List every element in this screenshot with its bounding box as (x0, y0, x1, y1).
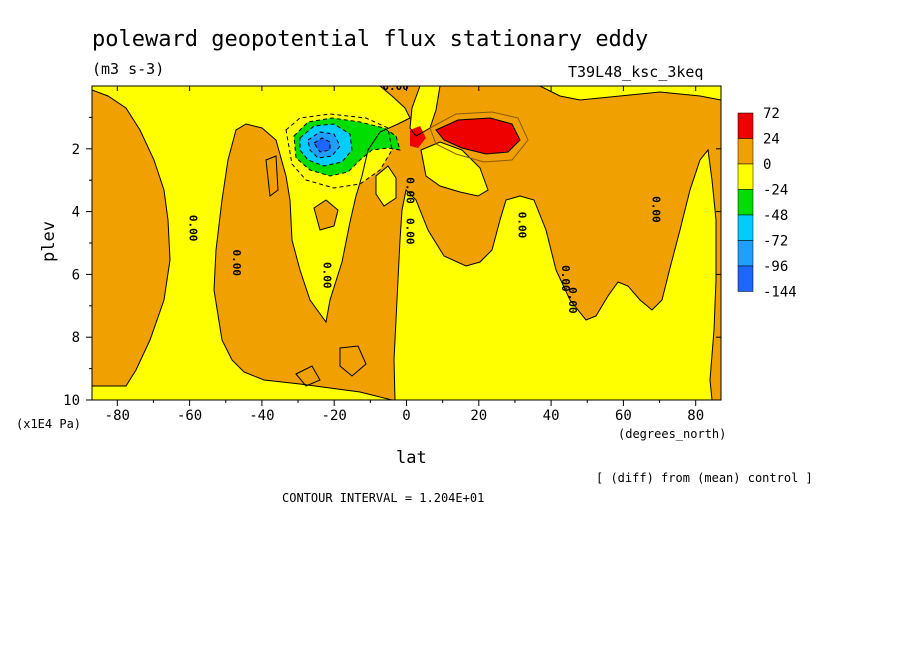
colorbar-label: -96 (763, 259, 788, 275)
x-tick-label: 20 (470, 408, 487, 424)
x-unit-label: (degrees_north) (618, 427, 726, 441)
field-yellow-region (376, 166, 396, 206)
field-yellow-region (421, 142, 488, 196)
x-tick-label: -40 (249, 408, 274, 424)
x-tick-label: -60 (177, 408, 202, 424)
x-tick-label: -20 (322, 408, 347, 424)
colorbar-swatch (737, 265, 754, 292)
contour-label: 0.00 (382, 80, 409, 93)
run-label: T39L48_ksc_3keq (568, 63, 703, 81)
colorbar-swatch (737, 138, 754, 165)
field-orange-island (314, 200, 338, 230)
contour-interval: CONTOUR INTERVAL = 1.204E+01 (282, 491, 484, 505)
contour-label: 0.00 (566, 287, 579, 314)
field-yellow-region (394, 150, 716, 400)
field-red-region (436, 118, 520, 154)
field-red-region (410, 126, 426, 148)
contour-label: 0.00 (320, 262, 333, 289)
field-yellow-region (540, 86, 721, 100)
y-axis-title: plev (39, 221, 59, 262)
x-tick-label: -80 (105, 408, 130, 424)
contour-field: 0.000.000.00 0.000.000.00 0.000.000.000.00 (92, 80, 721, 400)
contour-label: 0.00 (187, 215, 200, 242)
diff-note: [ (diff) from (mean) control ] (596, 471, 813, 485)
colorbar-swatch (737, 240, 754, 267)
colorbar-swatch (737, 112, 754, 139)
colorbar: 72 24 0 -24 -48 -72 -96 -144 (737, 106, 797, 301)
colorbar-label: 72 (763, 106, 780, 122)
contour-labels: 0.000.000.00 0.000.000.00 0.000.000.000.00 (187, 80, 663, 314)
negative-contours (285, 113, 401, 189)
contour-lines (92, 86, 721, 400)
colorbar-label: 0 (763, 157, 771, 173)
colorbar-label: -24 (763, 183, 788, 199)
chart-title: poleward geopotential flux stationary ed… (92, 27, 648, 52)
field-blue-core (314, 138, 330, 152)
x-axis: -80 -60 -40 -20 0 20 40 60 80 (105, 86, 704, 424)
field-yellow-region (410, 86, 440, 136)
y-tick-label: 6 (72, 267, 80, 283)
field-orange-island (340, 346, 366, 376)
contour-label: 0.00 (230, 249, 243, 276)
x-tick-label: 60 (615, 408, 632, 424)
colorbar-label: -72 (763, 234, 788, 250)
x-tick-label: 40 (543, 408, 560, 424)
x-tick-label: 0 (402, 408, 410, 424)
contour-label: 0.00 (649, 196, 662, 223)
x-axis-title: lat (396, 448, 427, 468)
y-unit-label: (x1E4 Pa) (16, 417, 81, 431)
contour-label: 0.00 (516, 212, 529, 239)
colorbar-label: -48 (763, 208, 788, 224)
colorbar-swatch (737, 189, 754, 216)
y-tick-label: 4 (72, 205, 80, 221)
y-tick-label: 10 (63, 393, 80, 409)
x-tick-label: 80 (687, 408, 704, 424)
y-tick-label: 2 (72, 142, 80, 158)
units-label: (m3 s-3) (92, 60, 164, 78)
colorbar-label: -144 (763, 285, 797, 301)
y-tick-label: 8 (72, 330, 80, 346)
contour-label: 0.00 (559, 265, 572, 292)
colorbar-swatch (737, 163, 754, 190)
colorbar-label: 24 (763, 132, 780, 148)
contour-label: 0.00 (404, 177, 417, 204)
contour-label: 0.00 (404, 218, 417, 245)
y-axis: 2 4 6 8 10 (63, 116, 721, 409)
colorbar-swatch (737, 214, 754, 241)
